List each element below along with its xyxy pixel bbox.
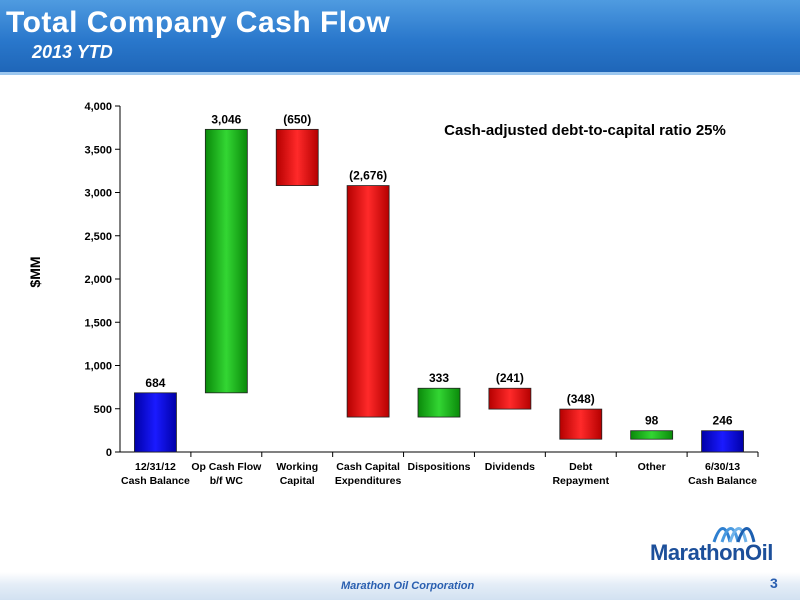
page-title: Total Company Cash Flow (6, 6, 391, 39)
waterfall-bar (417, 387, 461, 418)
page-subtitle: 2013 YTD (32, 42, 113, 62)
x-tick-label: Expenditures (335, 475, 402, 487)
banner-divider (0, 72, 800, 75)
footer-company: Marathon Oil Corporation (341, 580, 475, 592)
y-axis-label: $MM (27, 256, 43, 287)
bar-data-label: (650) (283, 112, 311, 126)
chart-annotation: Cash-adjusted debt-to-capital ratio 25% (444, 122, 726, 139)
y-tick-label: 1,000 (84, 361, 112, 373)
y-tick-label: 4,000 (84, 101, 112, 113)
waterfall-bar (134, 392, 177, 453)
bar-data-label: (2,676) (349, 169, 387, 183)
waterfall-bar (488, 387, 532, 410)
y-tick-label: 2,000 (84, 274, 112, 286)
footer-band (0, 572, 800, 600)
y-tick-label: 500 (94, 404, 112, 416)
y-tick-label: 2,500 (84, 231, 112, 243)
waterfall-bar (559, 408, 603, 440)
waterfall-bar (630, 430, 674, 440)
marathon-wave-icon (712, 527, 756, 543)
y-tick-label: 1,500 (84, 317, 112, 329)
bar-data-label: (348) (567, 392, 595, 406)
x-tick-label: Other (638, 461, 666, 473)
page-number: 3 (770, 575, 778, 591)
title-banner: Total Company Cash Flow 2013 YTD (0, 0, 800, 72)
waterfall-chart: Cash-adjusted debt-to-capital ratio 25% … (27, 101, 759, 487)
y-tick-label: 3,000 (84, 188, 112, 200)
x-tick-label: Working (276, 461, 318, 473)
y-tick-label: 3,500 (84, 144, 112, 156)
waterfall-bar (701, 430, 744, 453)
bar-data-label: 684 (145, 376, 165, 390)
x-tick-label: 12/31/12 (135, 461, 176, 473)
x-tick-label: Op Cash Flow (191, 461, 262, 473)
x-tick-label: Cash Balance (121, 475, 190, 487)
bar-data-label: 333 (429, 371, 449, 385)
x-tick-label: Debt (569, 461, 593, 473)
y-tick-label: 0 (106, 447, 112, 459)
x-tick-label: Dividends (485, 461, 535, 473)
x-tick-label: b/f WC (210, 475, 244, 487)
bar-data-label: 98 (645, 414, 659, 428)
x-tick-label: 6/30/13 (705, 461, 740, 473)
x-tick-label: Repayment (552, 475, 609, 487)
bar-data-label: 3,046 (211, 112, 241, 126)
bar-data-label: (241) (496, 371, 524, 385)
marathon-oil-logo: MarathonOil (650, 522, 790, 568)
bar-data-label: 246 (713, 414, 733, 428)
x-tick-label: Cash Capital (336, 461, 400, 473)
waterfall-bar (204, 128, 248, 394)
x-tick-label: Dispositions (407, 461, 470, 473)
x-tick-label: Capital (280, 475, 315, 487)
waterfall-bar (275, 128, 319, 186)
logo-wordmark: MarathonOil (650, 540, 773, 565)
waterfall-bar (346, 185, 390, 418)
x-tick-label: Cash Balance (688, 475, 757, 487)
